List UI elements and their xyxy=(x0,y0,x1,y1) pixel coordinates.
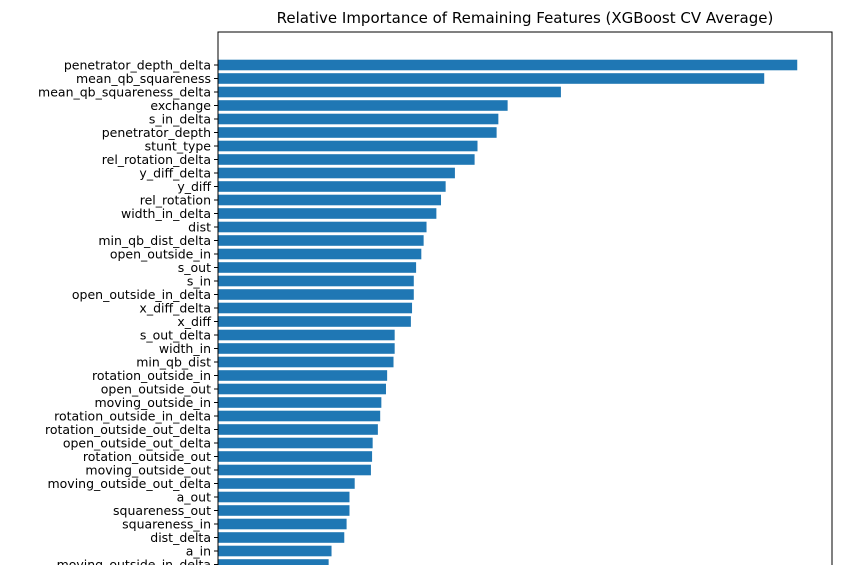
y-tick-label: width_in xyxy=(159,341,211,356)
y-tick-label: rotation_outside_in xyxy=(92,368,211,383)
bar-s-out xyxy=(218,262,417,273)
bar-rotation-outside-out-delta xyxy=(218,424,378,435)
bar-a-in xyxy=(218,545,332,557)
bar-stunt-type xyxy=(218,140,478,152)
y-tick-label: s_out xyxy=(178,260,211,275)
bar-penetrator-depth xyxy=(218,127,497,138)
bar-mean-qb-squareness-delta xyxy=(218,86,561,98)
y-tick-label: x_diff xyxy=(177,314,211,329)
y-tick-label: penetrator_depth_delta xyxy=(64,58,211,73)
y-tick-label: min_qb_dist_delta xyxy=(98,233,211,248)
y-tick-label: y_diff_delta xyxy=(139,166,211,181)
y-tick-label: rel_rotation_delta xyxy=(102,152,211,167)
bar-s-in-delta xyxy=(218,113,499,125)
bar-dist-delta xyxy=(218,532,345,543)
y-tick-label: moving_outside_in_delta xyxy=(57,557,211,565)
plot-frame xyxy=(217,31,833,565)
bar-x-diff xyxy=(218,316,411,327)
y-tick-label: squareness_out xyxy=(113,503,211,518)
y-tick-label: rotation_outside_out_delta xyxy=(45,422,211,437)
y-tick-label: mean_qb_squareness xyxy=(76,71,211,86)
bar-rotation-outside-out xyxy=(218,451,373,462)
y-tick-label: width_in_delta xyxy=(121,206,211,221)
chart-title: Relative Importance of Remaining Feature… xyxy=(277,9,774,27)
bar-rel-rotation-delta xyxy=(218,154,475,165)
y-tick-label: dist_delta xyxy=(150,530,211,545)
y-tick-label: s_out_delta xyxy=(140,328,211,343)
y-tick-label: exchange xyxy=(150,98,211,113)
bar-open-outside-out-delta xyxy=(218,437,373,449)
bar-min-qb-dist xyxy=(218,356,394,368)
y-tick-label: open_outside_out_delta xyxy=(63,436,211,451)
y-tick-label: rotation_outside_in_delta xyxy=(54,409,211,424)
bar-moving-outside-in xyxy=(218,397,382,408)
y-tick-label: moving_outside_out xyxy=(85,463,211,478)
y-tick-label: s_in xyxy=(187,274,211,289)
bar-squareness-in xyxy=(218,518,347,530)
bar-width-in-delta xyxy=(218,208,437,219)
y-tick-label: open_outside_in xyxy=(110,247,211,262)
y-tick-label: moving_outside_in xyxy=(94,395,211,410)
bar-open-outside-in xyxy=(218,248,422,260)
bar-mean-qb-squareness xyxy=(218,73,765,84)
bar-rel-rotation xyxy=(218,194,442,206)
bar-a-out xyxy=(218,491,350,503)
y-tick-label: moving_outside_out_delta xyxy=(47,476,211,491)
y-tick-label: squareness_in xyxy=(122,517,211,532)
bar-s-out-delta xyxy=(218,329,395,341)
bar-open-outside-in-delta xyxy=(218,289,414,300)
bar-s-in xyxy=(218,275,414,287)
bar-rotation-outside-in xyxy=(218,370,388,381)
bar-width-in xyxy=(218,343,395,354)
y-tick-label: x_diff_delta xyxy=(139,301,211,316)
y-tick-label: penetrator_depth xyxy=(102,125,211,140)
y-tick-label: rotation_outside_out xyxy=(83,449,211,464)
bar-y-diff-delta xyxy=(218,167,455,179)
y-tick-label: open_outside_out xyxy=(101,382,211,397)
bar-open-outside-out xyxy=(218,383,386,395)
bar-dist xyxy=(218,221,427,233)
bar-x-diff-delta xyxy=(218,302,413,314)
bar-min-qb-dist-delta xyxy=(218,235,424,246)
bar-squareness-out xyxy=(218,505,350,516)
bar-exchange xyxy=(218,100,508,111)
y-tick-label: dist xyxy=(188,220,211,235)
y-tick-label: rel_rotation xyxy=(140,193,211,208)
bar-y-diff xyxy=(218,181,446,192)
y-tick-label: a_in xyxy=(186,544,211,559)
y-tick-labels: penetrator_depth_deltamean_qb_squareness… xyxy=(38,58,218,565)
bar-rotation-outside-in-delta xyxy=(218,410,381,422)
bar-penetrator-depth-delta xyxy=(218,59,798,71)
y-tick-label: mean_qb_squareness_delta xyxy=(38,85,211,100)
y-tick-label: y_diff xyxy=(177,179,211,194)
y-tick-label: s_in_delta xyxy=(149,112,211,127)
y-tick-label: min_qb_dist xyxy=(136,355,211,370)
y-tick-label: a_out xyxy=(177,490,211,505)
y-tick-label: stunt_type xyxy=(145,139,212,154)
bar-moving-outside-in-delta xyxy=(218,559,329,565)
bar-moving-outside-out-delta xyxy=(218,478,355,489)
y-tick-label: open_outside_in_delta xyxy=(72,287,211,302)
bar-moving-outside-out xyxy=(218,464,371,476)
bars-group xyxy=(218,59,798,565)
